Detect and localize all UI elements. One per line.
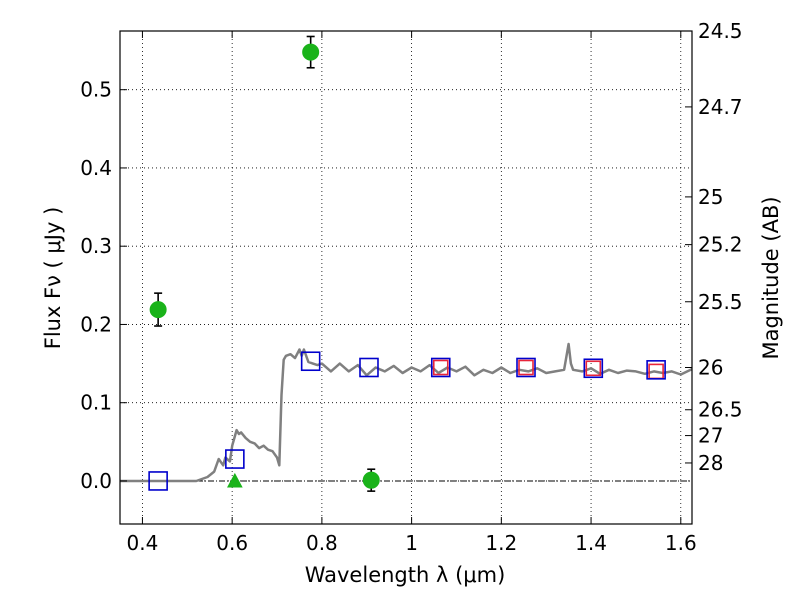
y-tick-label: 0.2 — [80, 312, 112, 336]
x-tick-label: 1.6 — [665, 531, 697, 555]
plot-frame — [119, 30, 693, 525]
y-tick-label: 0.0 — [80, 469, 112, 493]
y-tick-labels: 0.0 0.1 0.2 0.3 0.4 0.5 — [80, 78, 112, 493]
x-tick-label: 1 — [405, 531, 418, 555]
y-tick-label: 0.5 — [80, 78, 112, 102]
y-axis-label: Flux Fν ( μJy ) — [41, 207, 65, 350]
magnitude-tick-label: 24.5 — [698, 19, 743, 43]
magnitude-tick-label: 28 — [698, 451, 723, 475]
model-square-blue — [430, 357, 451, 378]
magnitude-tick-labels: 24.5 24.7 25 25.2 25.5 26 26.527 28 — [698, 19, 743, 475]
y-tick-label: 0.4 — [80, 156, 112, 180]
observed-flux-point — [149, 301, 167, 319]
model-square-red — [585, 360, 602, 377]
data-marks — [148, 35, 666, 492]
model-square-blue — [646, 360, 666, 380]
sed-model-layer — [120, 342, 693, 483]
observed-flux-point — [302, 43, 320, 61]
model-square-blue — [148, 471, 168, 491]
model-square-blue — [225, 449, 245, 469]
axis-ticks — [120, 30, 692, 524]
model-square-red — [432, 359, 449, 376]
magnitude-tick-label: 26 — [698, 355, 723, 379]
x-tick-labels: 0.4 0.6 0.8 1 1.2 1.4 1.6 — [127, 531, 697, 555]
limit-triangle — [227, 472, 243, 488]
model-square-blue — [516, 357, 536, 378]
x-tick-label: 0.6 — [216, 531, 248, 555]
magnitude-tick-label: 27 — [698, 424, 723, 448]
model-square-blue — [359, 357, 379, 378]
y-tick-label: 0.3 — [80, 234, 112, 258]
magnitude-tick-label: 25 — [698, 185, 723, 209]
y-tick-label: 0.1 — [80, 391, 112, 415]
x-tick-label: 0.4 — [127, 531, 159, 555]
sed-model-line — [120, 342, 693, 483]
plot-area — [120, 31, 692, 524]
x-tick-label: 1.4 — [575, 531, 607, 555]
right-axis-label: Magnitude (AB) — [759, 196, 783, 359]
magnitude-tick-label: 25.2 — [698, 233, 743, 257]
magnitude-tick-label: 24.7 — [698, 95, 743, 119]
x-axis-label: Wavelength λ (μm) — [305, 563, 506, 587]
magnitude-tick-label: 25.5 — [698, 290, 743, 314]
model-square-blue — [300, 351, 321, 372]
model-square-blue — [583, 358, 604, 379]
x-tick-label: 0.8 — [306, 531, 338, 555]
x-tick-label: 1.2 — [485, 531, 517, 555]
observed-flux-point — [362, 471, 380, 489]
model-square-red — [518, 359, 534, 376]
magnitude-tick-label: 26.5 — [698, 398, 743, 422]
